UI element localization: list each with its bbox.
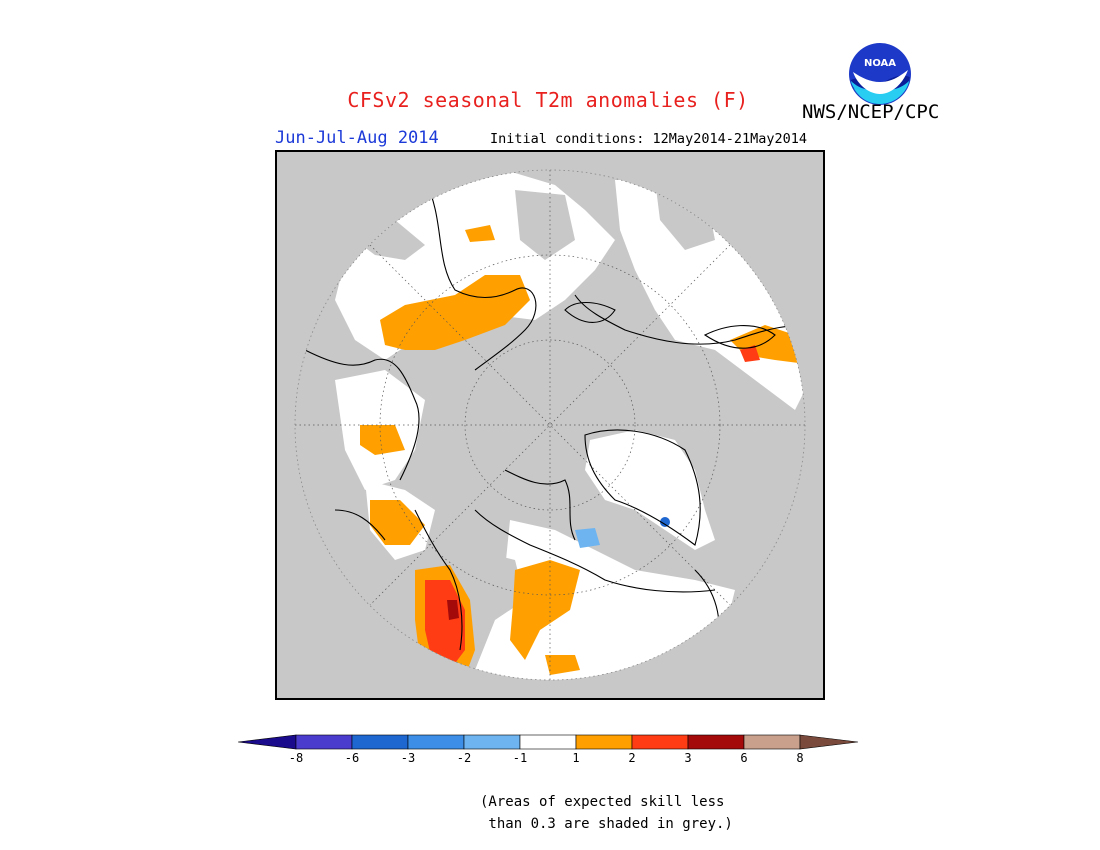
polar-map [275, 150, 825, 700]
warm-region-europe [380, 275, 530, 350]
colorbar-cell [631, 734, 689, 750]
colorbar-cell [519, 734, 577, 750]
grey-patch-1 [355, 220, 425, 260]
colorbar-tick-label: 6 [740, 751, 748, 765]
colorbar-cell [743, 734, 801, 750]
warm-region-canada [510, 560, 580, 660]
color-legend [238, 734, 859, 750]
colorbar-tick-label: -1 [512, 751, 528, 765]
white-region-greenland [585, 430, 715, 550]
colorbar-cell [407, 734, 465, 750]
colorbar-cell [463, 734, 521, 750]
very-hot-spot [447, 600, 459, 620]
colorbar-tick-label: -2 [456, 751, 472, 765]
warm-region-small [545, 655, 580, 675]
colorbar-tick-label: -6 [344, 751, 360, 765]
colorbar-tick-label: -8 [288, 751, 304, 765]
skill-note-line-1: (Areas of expected skill less [480, 794, 725, 810]
grey-patch-2 [515, 190, 575, 260]
noaa-logo-text: NOAA [864, 58, 896, 69]
season-label: Jun-Jul-Aug 2014 [275, 128, 439, 148]
colorbar-tick-label: 3 [684, 751, 692, 765]
skill-note-line-2: than 0.3 are shaded in grey.) [480, 816, 733, 832]
colorbar-cell [687, 734, 745, 750]
colorbar-cell [295, 734, 353, 750]
colorbar-arrow-high [799, 734, 859, 750]
warm-region-alaska [370, 500, 425, 545]
hot-region-siberia [740, 345, 760, 362]
agency-label: NWS/NCEP/CPC [802, 101, 940, 123]
noaa-logo: NOAA [849, 43, 911, 105]
cool-region-greenland [575, 528, 600, 548]
colorbar-tick-label: 2 [628, 751, 636, 765]
initial-conditions-label: Initial conditions: 12May2014-21May2014 [490, 131, 807, 147]
skill-note: (Areas of expected skill less than 0.3 a… [480, 791, 733, 835]
colorbar-tick-label: 1 [572, 751, 580, 765]
map-border [275, 150, 825, 700]
colorbar-cell [575, 734, 633, 750]
colorbar-arrow-low [238, 734, 297, 750]
colorbar-tick-label: -3 [400, 751, 416, 765]
coastlines [304, 179, 805, 651]
chart-title: CFSv2 seasonal T2m anomalies (F) [347, 88, 749, 112]
colorbar-tick-label: 8 [796, 751, 804, 765]
warm-region-balkans [465, 225, 495, 242]
colorbar-cell [351, 734, 409, 750]
cold-spot-greenland [660, 517, 670, 527]
graticule [295, 170, 805, 680]
globe-outline [294, 169, 806, 681]
warm-region-mideast [360, 425, 405, 455]
